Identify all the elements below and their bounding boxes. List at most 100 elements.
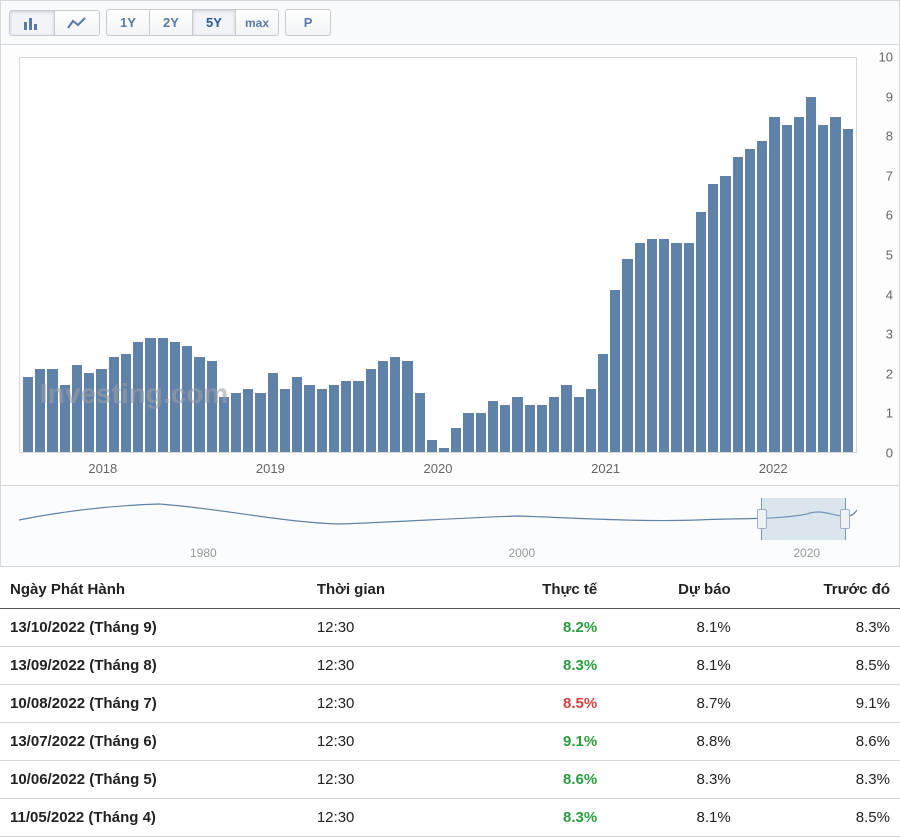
bar[interactable] (598, 354, 608, 453)
bar[interactable] (60, 385, 70, 452)
bar[interactable] (537, 405, 547, 452)
col-time[interactable]: Thời gian (307, 567, 469, 609)
bar[interactable] (512, 397, 522, 452)
bar[interactable] (243, 389, 253, 452)
bar[interactable] (72, 365, 82, 452)
plot-area[interactable]: Investing.com (19, 57, 857, 453)
bar[interactable] (47, 369, 57, 452)
bar[interactable] (207, 361, 217, 452)
bar[interactable] (353, 381, 363, 452)
bar[interactable] (121, 354, 131, 453)
bar[interactable] (622, 259, 632, 452)
cell-time: 12:30 (307, 685, 469, 723)
bar[interactable] (341, 381, 351, 452)
bar[interactable] (292, 377, 302, 452)
bar[interactable] (561, 385, 571, 452)
bar[interactable] (317, 389, 327, 452)
bar[interactable] (35, 369, 45, 452)
bar[interactable] (806, 97, 816, 452)
bar[interactable] (574, 397, 584, 452)
bar[interactable] (390, 357, 400, 452)
bar[interactable] (109, 357, 119, 452)
y-tick: 6 (880, 208, 893, 223)
x-axis: 20182019202020212022 (19, 459, 857, 479)
table-row[interactable]: 10/08/2022 (Tháng 7)12:308.5%8.7%9.1% (0, 685, 900, 723)
bar[interactable] (158, 338, 168, 452)
bar[interactable] (757, 141, 767, 452)
bar[interactable] (280, 389, 290, 452)
table-row[interactable]: 10/06/2022 (Tháng 5)12:308.6%8.3%8.3% (0, 761, 900, 799)
bar[interactable] (415, 393, 425, 452)
bar[interactable] (830, 117, 840, 452)
bar[interactable] (255, 393, 265, 452)
bar[interactable] (268, 373, 278, 452)
table-row[interactable]: 13/07/2022 (Tháng 6)12:309.1%8.8%8.6% (0, 723, 900, 761)
cell-date: 13/10/2022 (Tháng 9) (0, 609, 307, 647)
bar[interactable] (671, 243, 681, 452)
bar[interactable] (23, 377, 33, 452)
bar[interactable] (843, 129, 853, 452)
bar[interactable] (219, 397, 229, 452)
bar[interactable] (635, 243, 645, 452)
bar[interactable] (610, 290, 620, 452)
bar[interactable] (500, 405, 510, 452)
bar[interactable] (684, 243, 694, 452)
time-range-2y-button[interactable]: 2Y (150, 10, 193, 35)
bar[interactable] (733, 157, 743, 453)
bar[interactable] (329, 385, 339, 452)
bar[interactable] (427, 440, 437, 452)
table-row[interactable]: 13/09/2022 (Tháng 8)12:308.3%8.1%8.5% (0, 647, 900, 685)
time-range-5y-button[interactable]: 5Y (193, 10, 236, 35)
bar[interactable] (696, 212, 706, 452)
bar[interactable] (145, 338, 155, 452)
bar[interactable] (133, 342, 143, 452)
col-previous[interactable]: Trước đó (741, 567, 900, 609)
cell-actual: 8.3% (469, 647, 607, 685)
cell-previous: 8.3% (741, 761, 900, 799)
bar[interactable] (794, 117, 804, 452)
time-range-max-button[interactable]: max (236, 10, 278, 35)
bar[interactable] (378, 361, 388, 452)
col-forecast[interactable]: Dự báo (607, 567, 740, 609)
bar[interactable] (782, 125, 792, 452)
time-range-1y-button[interactable]: 1Y (107, 10, 150, 35)
bar[interactable] (366, 369, 376, 452)
bar[interactable] (488, 401, 498, 452)
col-date[interactable]: Ngày Phát Hành (0, 567, 307, 609)
bar[interactable] (402, 361, 412, 452)
bar[interactable] (170, 342, 180, 452)
chart-type-bar-button[interactable] (10, 11, 55, 35)
bar[interactable] (182, 346, 192, 452)
nav-handle-right[interactable] (840, 509, 850, 529)
bar[interactable] (818, 125, 828, 452)
bar[interactable] (84, 373, 94, 452)
bar[interactable] (525, 405, 535, 452)
table-row[interactable]: 13/10/2022 (Tháng 9)12:308.2%8.1%8.3% (0, 609, 900, 647)
bar[interactable] (586, 389, 596, 452)
bar[interactable] (769, 117, 779, 452)
bar[interactable] (708, 184, 718, 452)
chart-type-group (9, 10, 100, 36)
chart-type-line-button[interactable] (55, 11, 99, 35)
bar[interactable] (463, 413, 473, 452)
nav-window[interactable] (761, 498, 847, 540)
bar[interactable] (96, 369, 106, 452)
nav-sparkline (19, 496, 857, 542)
range-navigator[interactable]: 198020002020 (1, 485, 899, 566)
bar[interactable] (451, 428, 461, 452)
bar[interactable] (549, 397, 559, 452)
bar[interactable] (659, 239, 669, 452)
nav-handle-left[interactable] (757, 509, 767, 529)
bar[interactable] (476, 413, 486, 452)
bar[interactable] (745, 149, 755, 452)
bar[interactable] (720, 176, 730, 452)
bar[interactable] (647, 239, 657, 452)
bar[interactable] (439, 448, 449, 452)
y-tick: 7 (880, 168, 893, 183)
col-actual[interactable]: Thực tế (469, 567, 607, 609)
bar[interactable] (231, 393, 241, 452)
bar[interactable] (304, 385, 314, 452)
bar[interactable] (194, 357, 204, 452)
p-button[interactable]: P (286, 10, 330, 35)
table-row[interactable]: 11/05/2022 (Tháng 4)12:308.3%8.1%8.5% (0, 799, 900, 837)
